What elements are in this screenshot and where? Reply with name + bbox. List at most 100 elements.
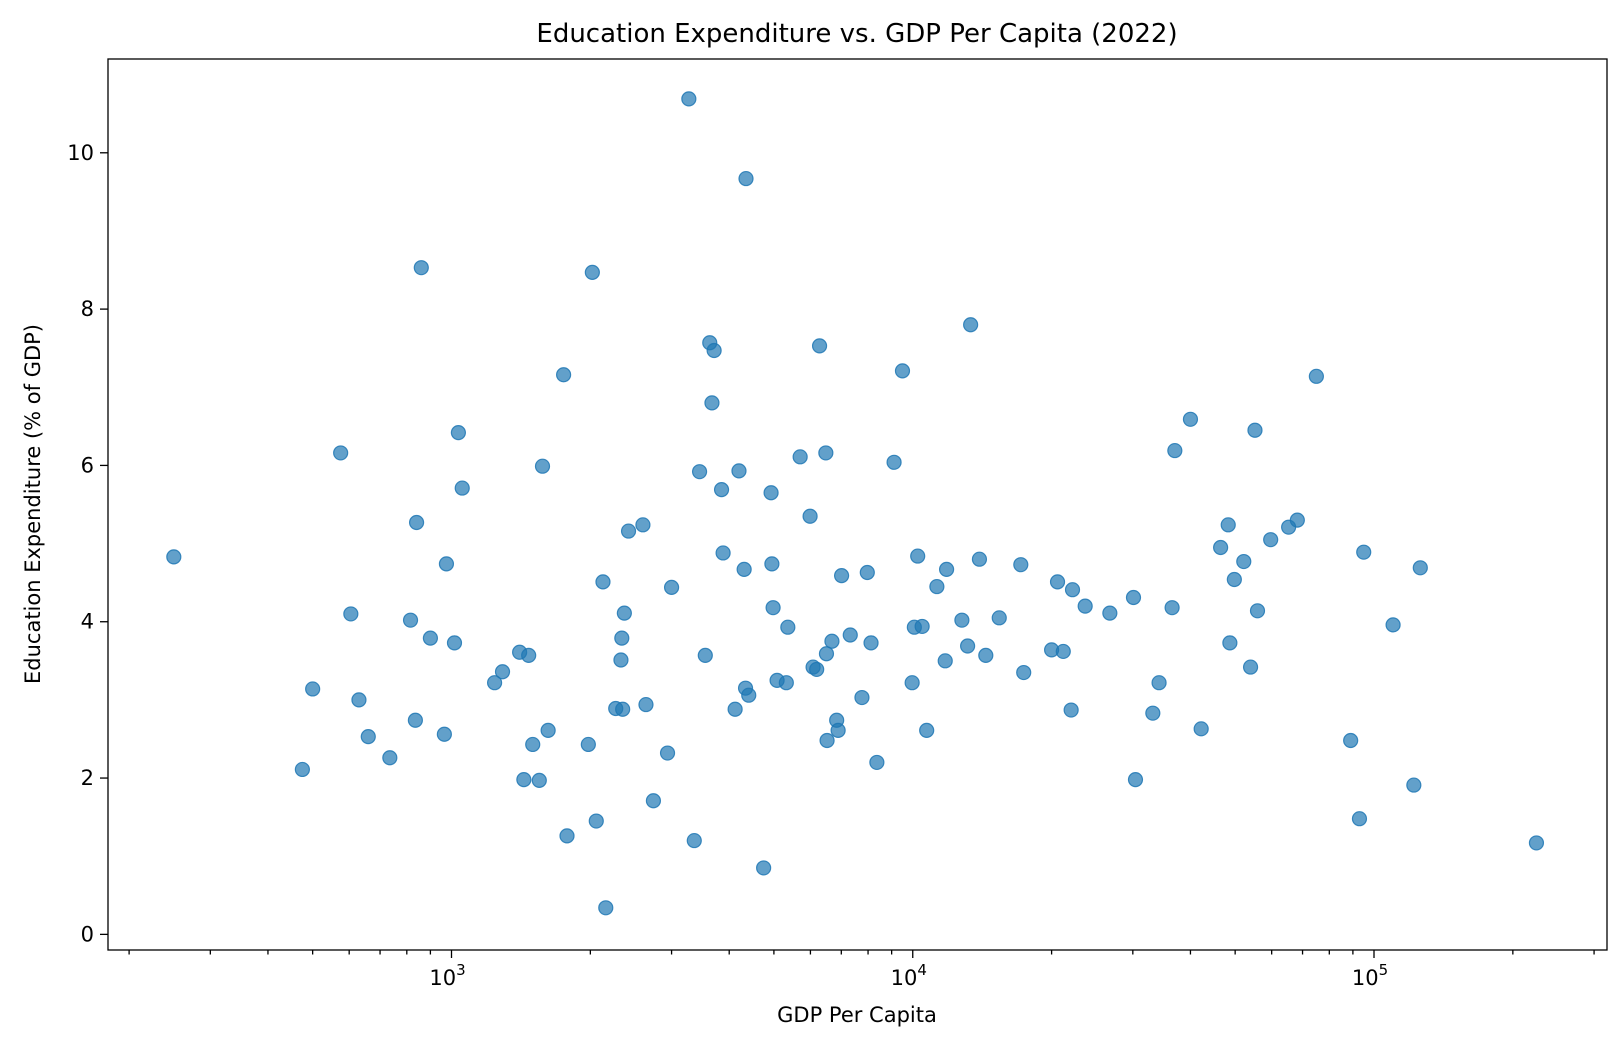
data-point (859, 564, 875, 581)
data-point (1102, 605, 1118, 621)
y-tick-label: 10 (67, 141, 94, 165)
data-point (620, 523, 637, 539)
data-point (305, 681, 321, 697)
data-point (494, 664, 511, 680)
data-point (525, 736, 541, 753)
data-point (1064, 582, 1081, 598)
plot-frame (107, 58, 1608, 951)
x-tick-exponent: 4 (917, 961, 927, 979)
data-point (1127, 772, 1144, 788)
data-point (1249, 603, 1266, 619)
data-point (1145, 705, 1161, 721)
data-point (697, 647, 713, 663)
data-point (1182, 411, 1199, 427)
data-point (1077, 598, 1093, 614)
data-point (778, 675, 794, 691)
y-axis: 0 2 4 6 8 10 (67, 141, 108, 946)
data-point (1164, 600, 1180, 616)
data-point (1226, 571, 1242, 588)
data-point (1013, 557, 1029, 573)
data-point (659, 745, 676, 761)
x-tick-label: 105 (1352, 961, 1388, 990)
data-point (713, 482, 730, 498)
data-point (818, 646, 835, 662)
data-point (681, 91, 697, 107)
data-point (1406, 777, 1422, 793)
data-point (616, 605, 632, 621)
data-point (1385, 617, 1401, 633)
y-axis-label: Education Expenditure (% of GDP) (21, 324, 45, 684)
data-point (595, 574, 611, 590)
data-point (765, 600, 781, 616)
data-point (1167, 442, 1183, 459)
data-point (1528, 835, 1545, 851)
data-point (413, 260, 429, 276)
data-point (450, 424, 466, 441)
data-point (929, 578, 945, 595)
data-point (780, 619, 796, 635)
data-point (407, 712, 423, 728)
data-point (854, 689, 870, 706)
data-point (792, 449, 808, 465)
data-point (382, 750, 398, 766)
data-point (584, 264, 600, 280)
data-point (904, 675, 920, 691)
x-axis: 103 104 105 (128, 950, 1595, 990)
data-point (833, 568, 850, 584)
y-tick-label: 8 (81, 297, 94, 321)
data-point (938, 561, 955, 577)
data-point (1308, 368, 1324, 384)
data-point (954, 612, 970, 628)
data-point (818, 445, 834, 461)
data-point (1063, 702, 1079, 718)
data-point (422, 630, 438, 646)
data-point (1289, 512, 1305, 528)
data-point (738, 170, 754, 187)
data-point (706, 342, 722, 359)
data-point (580, 736, 596, 753)
data-point (531, 772, 547, 788)
data-point (454, 480, 470, 496)
y-tick-label: 4 (81, 610, 94, 634)
data-point (863, 635, 879, 651)
x-tick-base: 10 (891, 966, 918, 990)
chart-title: Education Expenditure vs. GDP Per Capita… (536, 19, 1177, 49)
data-point (1213, 539, 1229, 556)
data-point (978, 647, 994, 663)
x-tick-exponent: 3 (456, 961, 466, 979)
data-point (991, 610, 1007, 626)
data-point (736, 561, 752, 577)
data-point (756, 860, 772, 876)
y-tick-label: 0 (81, 922, 94, 946)
data-point (516, 772, 532, 788)
data-point (534, 458, 551, 474)
data-point (869, 754, 885, 771)
data-point (727, 701, 743, 717)
data-point (663, 579, 680, 595)
data-point (486, 675, 503, 691)
x-tick-base: 10 (429, 966, 456, 990)
data-point (1242, 659, 1259, 675)
x-tick-label: 104 (891, 961, 927, 990)
data-point (614, 630, 630, 646)
data-point (1263, 532, 1279, 548)
data-point (1343, 732, 1359, 749)
data-point (1016, 664, 1032, 681)
data-point (559, 828, 575, 844)
data-point (613, 652, 629, 668)
data-point (691, 464, 708, 480)
data-point (819, 732, 835, 749)
data-point (1412, 560, 1428, 576)
x-tick-label: 103 (429, 961, 465, 990)
data-point (741, 687, 757, 703)
data-point (764, 556, 780, 572)
data-point (598, 900, 614, 916)
data-point (1055, 643, 1071, 660)
data-point (540, 722, 556, 738)
data-point (686, 832, 702, 849)
data-point (824, 633, 840, 649)
data-point (1247, 422, 1263, 438)
data-point (894, 363, 911, 379)
data-point (436, 726, 452, 742)
